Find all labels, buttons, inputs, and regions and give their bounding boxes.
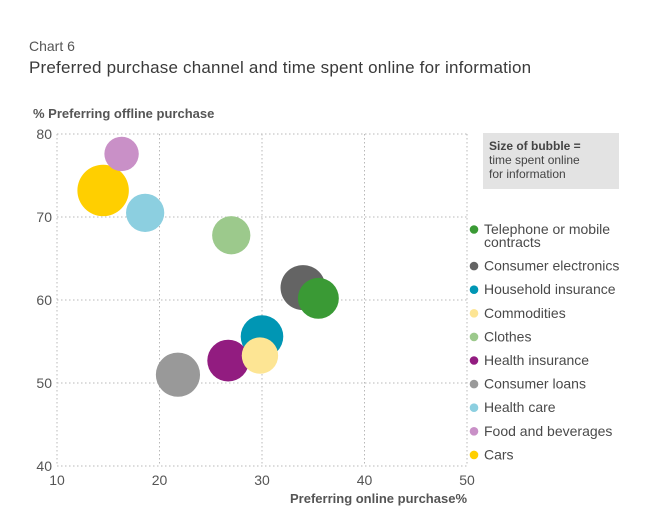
legend-label: Telephone or mobile [484, 221, 610, 237]
bubble-health-care [126, 193, 165, 232]
y-tick-label: 80 [36, 126, 52, 142]
y-tick-label: 70 [36, 209, 52, 225]
legend-marker [469, 403, 479, 413]
chart-subtitle: Chart 6 [29, 38, 75, 54]
bubble-clothes [212, 216, 251, 255]
x-tick-label: 30 [254, 472, 270, 488]
legend-label: Consumer loans [484, 376, 586, 392]
legend-label: Clothes [484, 328, 531, 344]
legend-marker [469, 379, 479, 389]
y-tick-label: 40 [36, 458, 52, 474]
bubbles [77, 136, 339, 397]
legend-marker [469, 332, 479, 342]
size-note-line-2: for information [489, 167, 566, 181]
legend-label: Health insurance [484, 352, 589, 368]
x-tick-label: 40 [357, 472, 373, 488]
axis-ticks: 10 20 30 40 50 40 50 60 70 80 [36, 126, 475, 488]
size-note-line-1: time spent online [489, 153, 580, 167]
legend-marker [469, 261, 479, 271]
x-axis-label: Preferring online purchase% [290, 491, 467, 506]
size-note-box [483, 133, 619, 189]
bubble-health-insurance [207, 339, 250, 382]
legend-marker [469, 450, 479, 460]
y-axis-label: % Preferring offline purchase [33, 106, 214, 121]
grid [56, 133, 468, 467]
bubble-food-and-beverages [104, 136, 139, 172]
size-note-title: Size of bubble = [489, 139, 581, 153]
bubble-consumer-loans [155, 352, 201, 397]
legend-marker [469, 225, 479, 234]
legend-marker [469, 427, 479, 436]
bubble-size-note: Size of bubble = time spent online for i… [483, 133, 619, 189]
legend-label: Health care [484, 399, 556, 415]
bubble-telephone-or-mobile-contracts [297, 277, 339, 319]
legend-label: Cars [484, 446, 514, 462]
x-axis-unit: % [455, 491, 467, 506]
x-tick-label: 20 [152, 472, 168, 488]
legend-label: Commodities [484, 305, 566, 321]
legend-marker [469, 285, 479, 295]
bubble-cars [77, 164, 129, 217]
x-tick-label: 50 [459, 472, 475, 488]
legend-label: Household insurance [484, 281, 616, 297]
legend-marker [469, 356, 479, 365]
legend-marker [469, 309, 479, 318]
y-tick-label: 50 [36, 375, 52, 391]
legend-label: Food and beverages [484, 423, 612, 439]
legend-label: contracts [484, 234, 541, 250]
bubble-commodities [241, 337, 279, 374]
chart-title: Preferred purchase channel and time spen… [29, 58, 531, 77]
legend-label: Consumer electronics [484, 258, 619, 274]
x-tick-label: 10 [49, 472, 65, 488]
y-tick-label: 60 [36, 292, 52, 308]
